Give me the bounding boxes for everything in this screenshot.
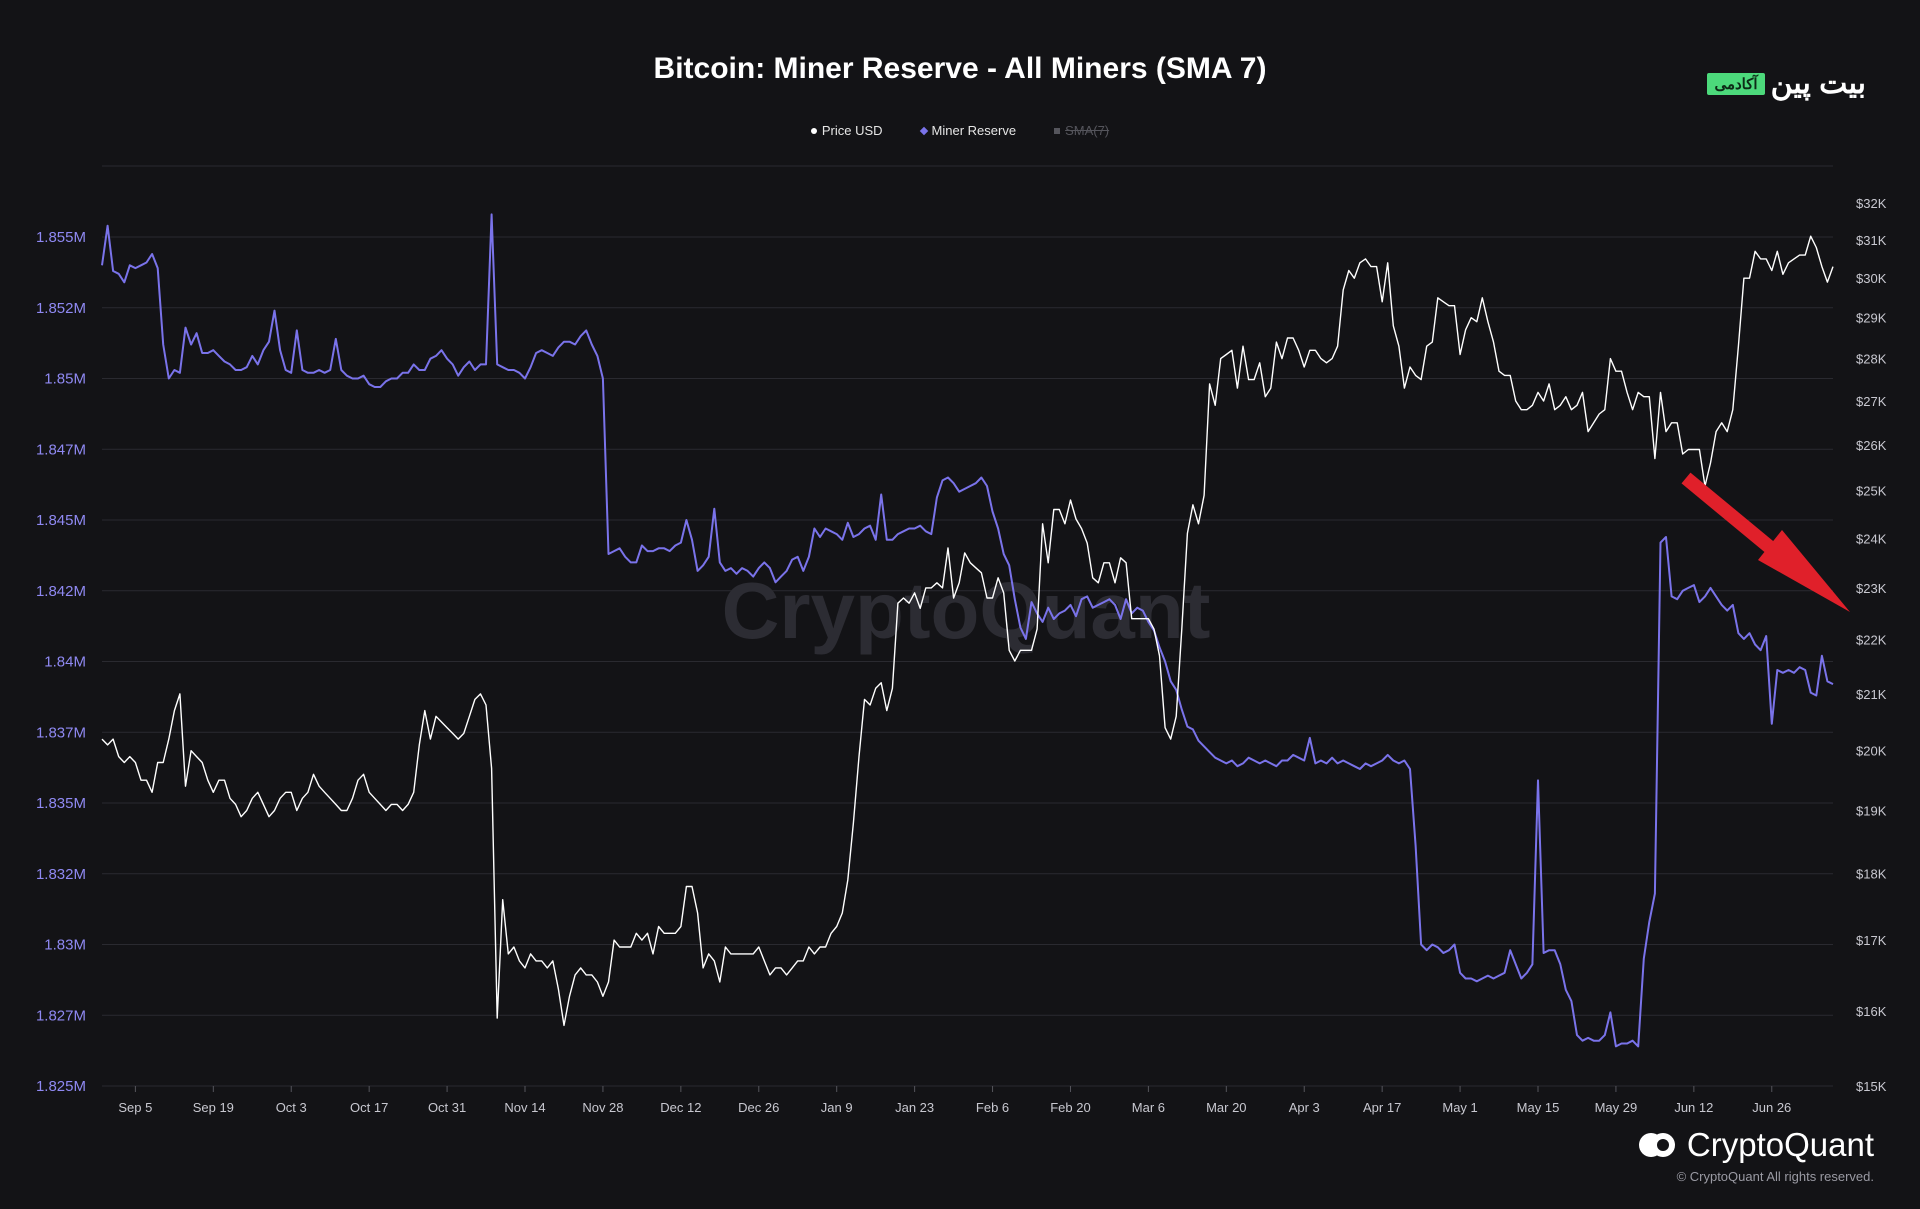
x-axis-tick-label: Sep 5 <box>118 1100 152 1115</box>
brand-badge: آکادمی <box>1707 72 1765 95</box>
x-axis-tick-label: Oct 3 <box>276 1100 307 1115</box>
right-axis-tick-label: $18K <box>1856 867 1887 882</box>
right-axis-tick-label: $32K <box>1856 196 1887 211</box>
left-axis-tick-label: 1.845M <box>36 512 86 529</box>
x-axis-tick-label: Apr 17 <box>1363 1100 1401 1115</box>
legend-item-sma[interactable]: SMA(7) <box>1054 123 1109 138</box>
x-axis-tick-label: Nov 14 <box>504 1100 545 1115</box>
left-axis-tick-label: 1.842M <box>36 583 86 600</box>
right-axis-tick-label: $28K <box>1856 352 1887 367</box>
x-axis-tick-label: Oct 17 <box>350 1100 388 1115</box>
right-axis-tick-label: $20K <box>1856 744 1887 759</box>
chart-title: Bitcoin: Miner Reserve - All Miners (SMA… <box>653 52 1267 85</box>
brand-logo: آکادمی بیت پین <box>1707 66 1866 101</box>
left-axis-tick-label: 1.847M <box>36 441 86 458</box>
x-axis-tick-label: Mar 20 <box>1206 1100 1246 1115</box>
x-axis-tick-label: Jun 12 <box>1674 1100 1713 1115</box>
right-axis-tick-label: $24K <box>1856 531 1887 546</box>
chart-legend: Price USD Miner Reserve SMA(7) <box>0 123 1920 138</box>
legend-label-sma: SMA(7) <box>1065 123 1110 138</box>
right-axis-tick-label: $15K <box>1856 1079 1887 1094</box>
cryptoquant-logo-icon <box>1638 1133 1675 1157</box>
x-axis-tick-label: Sep 19 <box>193 1100 234 1115</box>
x-axis-tick-label: May 29 <box>1595 1100 1638 1115</box>
left-axis-tick-label: 1.84M <box>44 654 86 671</box>
x-axis-tick-label: Dec 12 <box>660 1100 701 1115</box>
left-axis-tick-label: 1.832M <box>36 866 86 883</box>
left-axis-tick-label: 1.83M <box>44 937 86 954</box>
x-axis-tick-label: Jan 23 <box>895 1100 934 1115</box>
legend-item-price[interactable]: Price USD <box>810 123 883 138</box>
price-usd-line <box>101 235 1834 1027</box>
right-axis-tick-label: $21K <box>1856 687 1887 702</box>
footer-logo-text: CryptoQuant <box>1686 1126 1874 1163</box>
right-axis-tick-label: $25K <box>1856 484 1887 499</box>
right-axis-tick-label: $26K <box>1856 438 1887 453</box>
left-axis-tick-label: 1.852M <box>36 300 86 317</box>
left-axis-tick-label: 1.837M <box>36 724 86 741</box>
x-axis-tick-label: Jun 26 <box>1752 1100 1791 1115</box>
legend-item-miner-reserve[interactable]: Miner Reserve <box>919 123 1017 138</box>
right-axis-tick-label: $29K <box>1856 311 1887 326</box>
legend-label-miner-reserve: Miner Reserve <box>931 123 1017 138</box>
right-axis-tick-label: $22K <box>1856 633 1887 648</box>
left-axis-tick-label: 1.835M <box>36 795 86 812</box>
x-axis-tick-label: May 1 <box>1442 1100 1477 1115</box>
x-axis-tick-label: Jan 9 <box>821 1100 853 1115</box>
x-axis-tick-label: Mar 6 <box>1132 1100 1165 1115</box>
right-axis-tick-label: $19K <box>1856 804 1887 819</box>
x-axis-tick-label: May 15 <box>1517 1100 1560 1115</box>
miner-reserve-line <box>101 213 1834 1048</box>
copyright-text: © CryptoQuant All rights reserved. <box>1676 1169 1874 1184</box>
left-axis-tick-label: 1.827M <box>36 1007 86 1024</box>
left-axis-tick-label: 1.855M <box>36 229 86 246</box>
circle-marker-icon <box>810 127 817 134</box>
right-axis-tick-label: $30K <box>1856 271 1887 286</box>
right-axis-tick-label: $23K <box>1856 581 1887 596</box>
right-axis-tick-label: $17K <box>1856 933 1887 948</box>
square-marker-icon <box>1054 127 1061 134</box>
x-axis-tick-label: Apr 3 <box>1289 1100 1320 1115</box>
annotation-arrow-head <box>1758 530 1850 612</box>
right-axis-tick-label: $27K <box>1856 394 1887 409</box>
x-axis-tick-label: Oct 31 <box>428 1100 466 1115</box>
x-axis-tick-label: Nov 28 <box>582 1100 623 1115</box>
left-axis-tick-label: 1.825M <box>36 1078 86 1095</box>
right-axis-tick-label: $16K <box>1856 1004 1887 1019</box>
x-axis-tick-label: Feb 20 <box>1050 1100 1090 1115</box>
x-axis-tick-label: Dec 26 <box>738 1100 779 1115</box>
right-axis-tick-label: $31K <box>1856 233 1887 248</box>
footer-logo: CryptoQuant <box>1637 1126 1874 1164</box>
watermark: CryptoQuant <box>722 566 1211 655</box>
legend-label-price: Price USD <box>821 123 883 138</box>
brand-name: بیت پین <box>1770 67 1866 100</box>
left-axis-tick-label: 1.85M <box>44 371 86 388</box>
x-axis-tick-label: Feb 6 <box>976 1100 1009 1115</box>
